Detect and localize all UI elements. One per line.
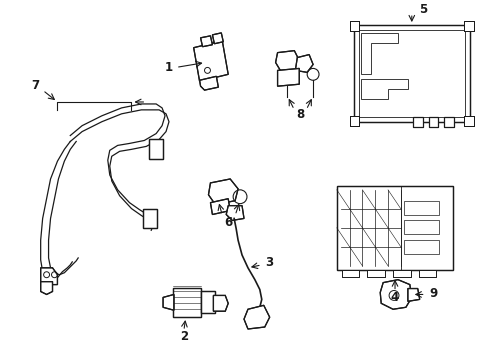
Text: 9: 9 bbox=[428, 287, 437, 300]
Polygon shape bbox=[353, 25, 469, 122]
Polygon shape bbox=[295, 55, 312, 72]
Polygon shape bbox=[277, 68, 299, 86]
Polygon shape bbox=[208, 179, 238, 204]
Polygon shape bbox=[412, 117, 422, 127]
Polygon shape bbox=[336, 186, 452, 270]
Polygon shape bbox=[380, 280, 411, 309]
Polygon shape bbox=[213, 296, 228, 311]
Polygon shape bbox=[212, 33, 223, 44]
Polygon shape bbox=[349, 116, 359, 126]
Polygon shape bbox=[427, 117, 438, 127]
Polygon shape bbox=[41, 282, 52, 294]
Polygon shape bbox=[366, 270, 385, 277]
Polygon shape bbox=[275, 51, 299, 72]
Polygon shape bbox=[226, 206, 244, 220]
Text: 3: 3 bbox=[265, 256, 273, 269]
Polygon shape bbox=[149, 139, 163, 159]
Text: 8: 8 bbox=[296, 108, 304, 121]
Polygon shape bbox=[341, 270, 359, 277]
Text: 7: 7 bbox=[32, 79, 40, 92]
Polygon shape bbox=[418, 270, 436, 277]
Polygon shape bbox=[163, 294, 174, 310]
Text: 6: 6 bbox=[224, 216, 232, 229]
Text: 1: 1 bbox=[164, 61, 173, 74]
Polygon shape bbox=[463, 116, 473, 126]
Polygon shape bbox=[463, 21, 473, 31]
Polygon shape bbox=[200, 36, 212, 47]
Text: 5: 5 bbox=[419, 3, 427, 16]
Polygon shape bbox=[173, 288, 200, 317]
Polygon shape bbox=[41, 268, 57, 285]
Polygon shape bbox=[143, 208, 157, 228]
Polygon shape bbox=[349, 21, 359, 31]
Polygon shape bbox=[392, 270, 410, 277]
Text: 4: 4 bbox=[390, 291, 398, 304]
Polygon shape bbox=[444, 117, 453, 127]
Polygon shape bbox=[199, 76, 218, 90]
Polygon shape bbox=[200, 292, 215, 313]
Polygon shape bbox=[210, 199, 230, 215]
Text: 2: 2 bbox=[180, 330, 187, 343]
Polygon shape bbox=[407, 288, 419, 301]
Polygon shape bbox=[244, 305, 269, 329]
Polygon shape bbox=[193, 41, 228, 81]
